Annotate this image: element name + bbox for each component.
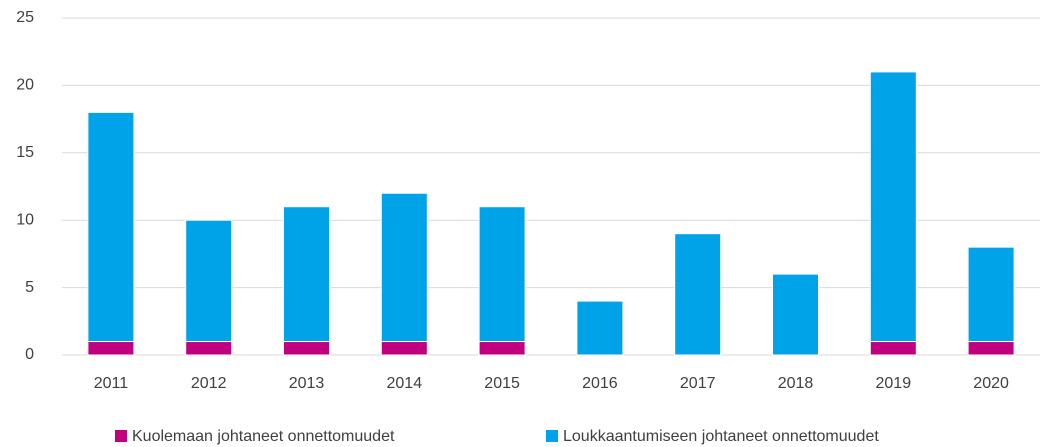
y-tick-label: 5 xyxy=(25,279,34,296)
bar-segment xyxy=(772,273,819,356)
bar-segment xyxy=(869,71,917,343)
legend-label: Loukkaantumiseen johtaneet onnettomuudet xyxy=(563,428,879,445)
legend-swatch xyxy=(115,430,127,442)
x-tick-label: 2020 xyxy=(973,375,1009,392)
x-tick-label: 2014 xyxy=(387,375,423,392)
y-tick-label: 10 xyxy=(16,211,34,228)
bar-segment xyxy=(478,341,526,356)
x-tick-label: 2013 xyxy=(289,375,325,392)
bar-segment xyxy=(478,206,526,343)
bar-segment xyxy=(87,341,135,356)
bar-segment xyxy=(283,206,330,343)
bar-segment xyxy=(967,341,1015,356)
x-tick-label: 2015 xyxy=(484,375,520,392)
x-tick-label: 2011 xyxy=(94,375,129,392)
bar-segment xyxy=(576,300,624,356)
x-tick-label: 2017 xyxy=(680,375,716,392)
y-tick-label: 15 xyxy=(16,144,34,161)
bar-segment xyxy=(674,233,722,356)
bar-segment xyxy=(869,341,917,356)
bar-segment xyxy=(185,341,233,356)
y-tick-label: 25 xyxy=(16,9,34,26)
legend-swatch xyxy=(546,430,558,442)
legend-label: Kuolemaan johtaneet onnettomuudet xyxy=(132,428,395,445)
x-tick-label: 2012 xyxy=(191,375,227,392)
bar-segment xyxy=(380,341,428,356)
bar-segment xyxy=(87,111,135,343)
x-tick-label: 2019 xyxy=(876,375,912,392)
bar-segment xyxy=(185,219,233,343)
y-tick-label: 20 xyxy=(16,77,34,94)
x-tick-label: 2016 xyxy=(582,375,618,392)
y-tick-label: 0 xyxy=(25,346,34,363)
bar-segment xyxy=(967,246,1015,343)
x-tick-label: 2018 xyxy=(778,375,814,392)
bar-segment xyxy=(380,192,428,343)
bar-segment xyxy=(283,341,330,356)
